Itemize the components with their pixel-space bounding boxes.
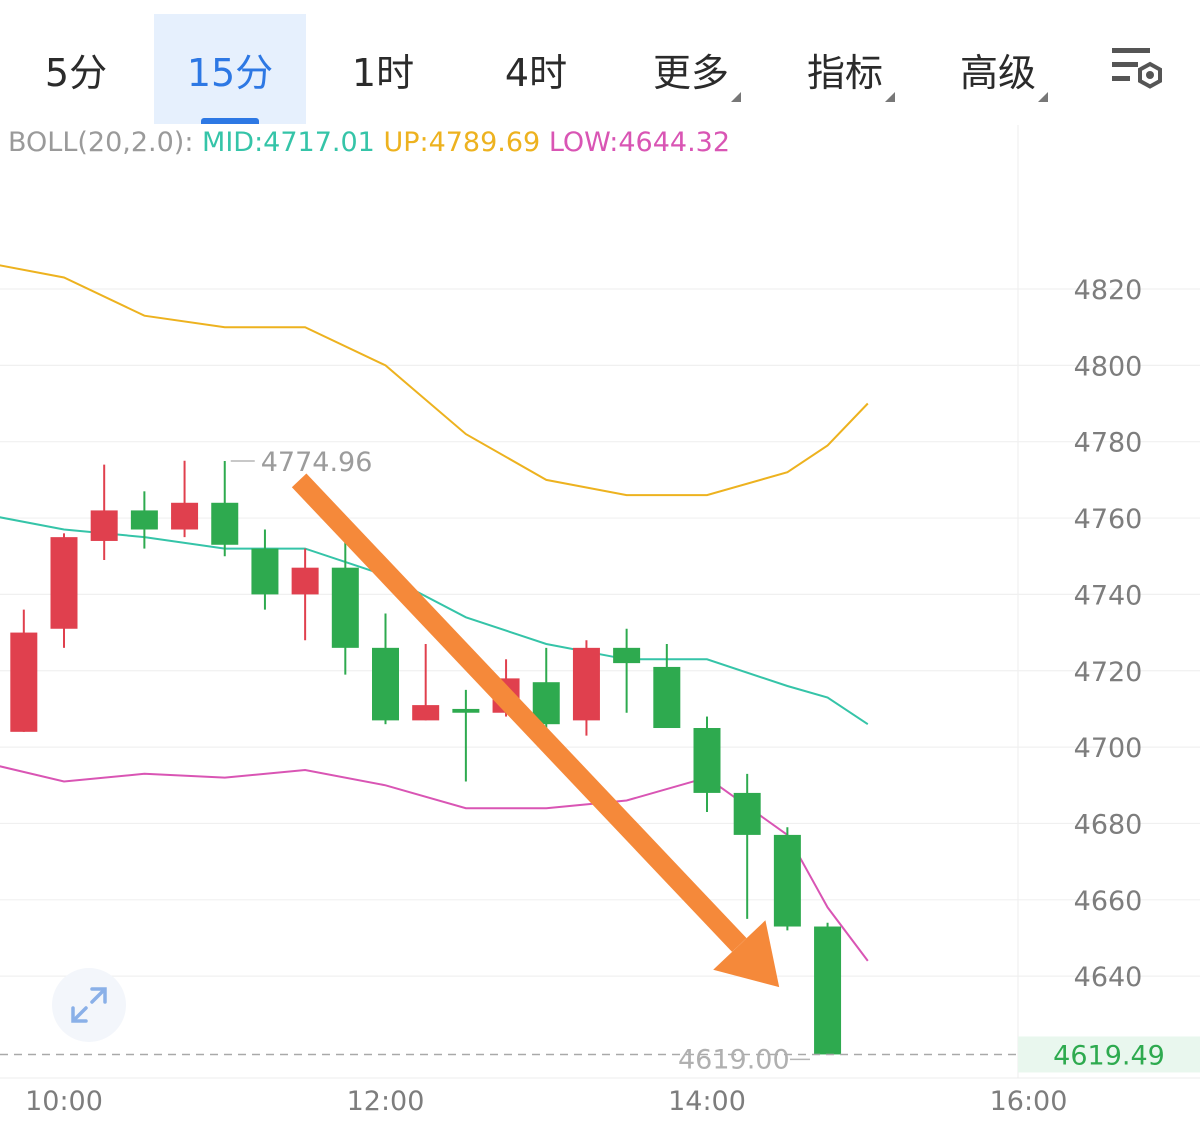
candle-body-down[interactable] [613,647,641,664]
candle-body-down[interactable] [814,926,842,1055]
trend-arrow-head [713,920,780,988]
trend-arrow-shaft [291,473,747,952]
x-tick-label: 16:00 [990,1086,1068,1117]
tab-label: 4时 [504,50,568,95]
candle-body-up[interactable] [171,502,199,530]
y-tick-label: 4760 [1074,504,1143,535]
tab-2[interactable]: 1时 [307,14,459,124]
candle-body-up[interactable] [90,510,118,541]
boll-low: LOW:4644.32 [548,127,731,158]
y-tick-label: 4680 [1074,809,1143,840]
y-tick-label: 4780 [1074,428,1143,459]
tab-label: 更多 [652,50,729,95]
tab-4[interactable]: 更多 [615,14,767,124]
low-marker-label: 4619.00 [678,1044,790,1075]
tab-3[interactable]: 4时 [460,14,612,124]
y-tick-label: 4800 [1074,351,1143,382]
candle-body-down[interactable] [653,666,681,729]
y-tick-label: 4660 [1074,886,1143,917]
tab-6[interactable]: 高级 [922,14,1074,124]
candle-body-down[interactable] [693,728,721,793]
tab-5[interactable]: 指标 [769,14,921,124]
tab-label: 15分 [186,50,274,95]
boll-mid: MID:4717.01 [202,127,375,158]
timeframe-tabs: 5分 15分 1时 4时 更多 指标 高级 [0,0,1200,124]
tab-label: 5分 [44,50,108,95]
tab-label: 1时 [351,50,415,95]
high-marker-label: 4774.96 [261,447,373,478]
dropdown-caret-icon [731,92,741,102]
candle-body-down[interactable] [773,834,801,927]
boll-upper-line [0,264,869,497]
y-tick-label: 4700 [1074,733,1143,764]
y-tick-label: 4740 [1074,580,1143,611]
x-tick-label: 10:00 [25,1086,103,1117]
candle-body-up[interactable] [572,647,600,721]
candle-body-up[interactable] [50,537,78,629]
y-tick-label: 4720 [1074,657,1143,688]
y-tick-label: 4640 [1074,962,1143,993]
tab-0[interactable]: 5分 [0,14,152,124]
tab-label: 高级 [959,50,1036,95]
candle-body-down[interactable] [733,792,761,835]
candle-body-down[interactable] [372,647,399,721]
dropdown-caret-icon [1038,92,1048,102]
candle-body-down[interactable] [211,502,239,545]
last-price-label: 4619.49 [1053,1040,1165,1071]
boll-up: UP:4789.69 [383,127,541,158]
dropdown-caret-icon [885,92,895,102]
tab-label: 指标 [806,50,883,95]
candle-body-down[interactable] [130,510,158,530]
candle-body-down[interactable] [532,682,560,725]
candle-body-down[interactable] [452,708,480,713]
candle-body-down[interactable] [331,567,359,648]
tab-1[interactable]: 15分 [154,14,306,124]
expand-arrows-icon [71,987,107,1023]
y-tick-label: 4820 [1074,275,1143,306]
last-price-tag [1018,1036,1200,1073]
boll-name: BOLL(20,2.0): [8,127,194,158]
chart-settings-icon [1112,48,1162,89]
candle-body-down[interactable] [251,548,279,595]
expand-chart-button[interactable] [52,968,126,1042]
active-tab-indicator [201,118,259,124]
x-tick-label: 12:00 [347,1086,425,1117]
boll-indicator-row: BOLL(20,2.0): MID:4717.01 UP:4789.69 LOW… [8,127,730,158]
candle-body-up[interactable] [10,632,38,732]
candle-body-up[interactable] [291,567,319,595]
candle-body-up[interactable] [412,705,440,721]
x-tick-label: 14:00 [668,1086,746,1117]
chart-settings-button[interactable] [1100,40,1168,98]
